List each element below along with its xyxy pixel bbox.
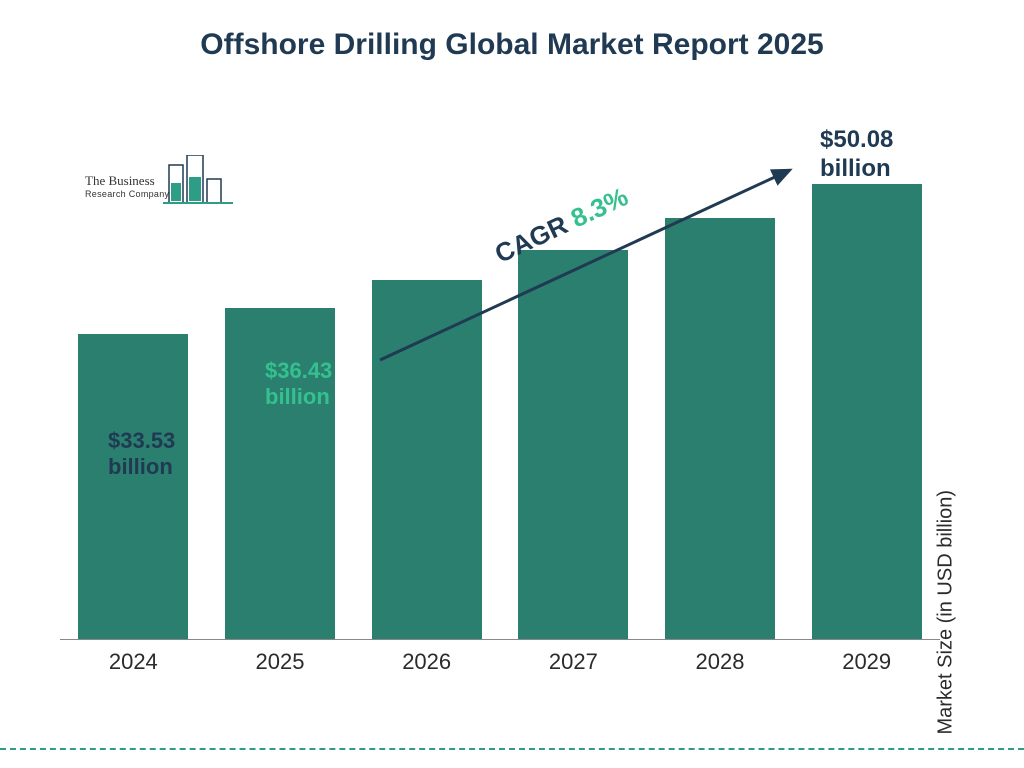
value-label: $36.43billion xyxy=(265,358,332,411)
x-axis-label: 2024 xyxy=(109,649,158,675)
bar-wrap: 2026 xyxy=(353,280,500,639)
bar-wrap: 2029 xyxy=(793,184,940,639)
chart-title: Offshore Drilling Global Market Report 2… xyxy=(0,28,1024,62)
x-axis-label: 2026 xyxy=(402,649,451,675)
bar xyxy=(372,280,482,639)
bar-wrap: 2027 xyxy=(500,250,647,639)
chart-area: 202420252026202720282029 $33.53billion$3… xyxy=(60,140,940,690)
y-axis-label: Market Size (in USD billion) xyxy=(935,490,958,735)
x-axis-label: 2025 xyxy=(256,649,305,675)
bar xyxy=(78,334,188,639)
bottom-divider xyxy=(0,748,1024,750)
bar xyxy=(665,218,775,639)
bar xyxy=(518,250,628,639)
value-label: $33.53billion xyxy=(108,428,175,481)
bar xyxy=(812,184,922,639)
bar-wrap: 2024 xyxy=(60,334,207,639)
x-axis-label: 2028 xyxy=(696,649,745,675)
bars-container: 202420252026202720282029 xyxy=(60,140,940,640)
bar-wrap: 2028 xyxy=(647,218,794,639)
x-axis-label: 2029 xyxy=(842,649,891,675)
value-label: $50.08 billion xyxy=(820,126,940,184)
x-axis-label: 2027 xyxy=(549,649,598,675)
